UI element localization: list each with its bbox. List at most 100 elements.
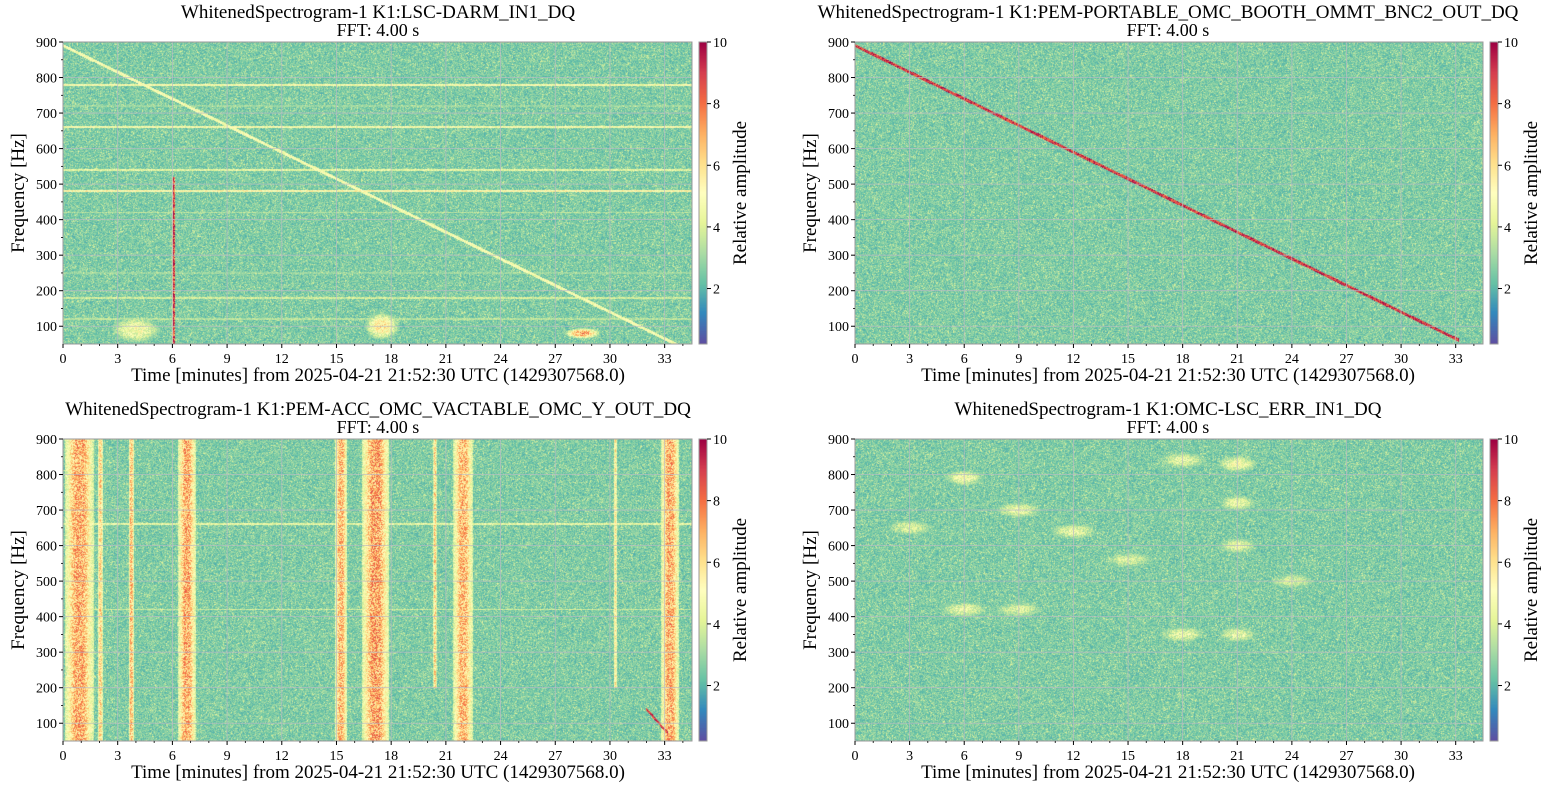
colorbar-tick-label: 8 bbox=[713, 495, 720, 510]
y-tick-label: 400 bbox=[828, 611, 849, 626]
panel-title: WhitenedSpectrogram-1 K1:LSC-DARM_IN1_DQ bbox=[181, 2, 575, 23]
x-tick-label: 9 bbox=[1015, 352, 1022, 367]
y-tick-label: 100 bbox=[36, 320, 57, 335]
x-tick-label: 12 bbox=[1066, 352, 1080, 367]
colorbar-tick-label: 10 bbox=[1504, 433, 1518, 448]
x-tick-label: 3 bbox=[114, 749, 121, 764]
colorbar-tick-label: 6 bbox=[1504, 159, 1511, 174]
colorbar-tick-label: 4 bbox=[713, 618, 720, 633]
colorbar-gradient bbox=[699, 42, 707, 344]
x-tick-label: 6 bbox=[169, 749, 176, 764]
x-tick-label: 0 bbox=[60, 749, 67, 764]
spectrogram-heatmap bbox=[63, 439, 692, 741]
colorbar-tick-label: 2 bbox=[713, 680, 720, 695]
colorbar-tick-label: 10 bbox=[713, 433, 727, 448]
x-tick-label: 30 bbox=[603, 749, 617, 764]
y-tick-label: 400 bbox=[828, 214, 849, 229]
x-tick-label: 9 bbox=[224, 352, 231, 367]
y-tick-label: 900 bbox=[828, 36, 849, 51]
x-tick-label: 21 bbox=[1230, 352, 1244, 367]
colorbar-tick-label: 6 bbox=[713, 159, 720, 174]
x-tick-label: 3 bbox=[906, 749, 913, 764]
plot-frame bbox=[854, 438, 1484, 742]
y-tick-label: 900 bbox=[36, 36, 57, 51]
panel-subtitle: FFT: 4.00 s bbox=[337, 20, 420, 40]
x-tick-label: 24 bbox=[494, 352, 508, 367]
x-tick-label: 30 bbox=[603, 352, 617, 367]
x-tick-label: 0 bbox=[852, 352, 859, 367]
y-tick-label: 700 bbox=[36, 107, 57, 122]
colorbar-frame bbox=[698, 41, 708, 345]
y-tick-label: 800 bbox=[36, 72, 57, 87]
y-tick-label: 200 bbox=[36, 285, 57, 300]
panel-subtitle: FFT: 4.00 s bbox=[1127, 417, 1210, 437]
y-tick-label: 400 bbox=[36, 214, 57, 229]
x-tick-label: 15 bbox=[1121, 749, 1135, 764]
x-tick-label: 24 bbox=[494, 749, 508, 764]
x-axis-label: Time [minutes] from 2025-04-21 21:52:30 … bbox=[131, 365, 625, 386]
y-tick-label: 300 bbox=[36, 646, 57, 661]
x-tick-label: 30 bbox=[1394, 352, 1408, 367]
x-tick-label: 3 bbox=[906, 352, 913, 367]
colorbar-gradient bbox=[1490, 42, 1498, 344]
x-axis-label: Time [minutes] from 2025-04-21 21:52:30 … bbox=[131, 762, 625, 783]
x-tick-label: 21 bbox=[1230, 749, 1244, 764]
x-tick-label: 33 bbox=[658, 749, 672, 764]
y-tick-label: 500 bbox=[828, 575, 849, 590]
colorbar-gradient bbox=[1490, 439, 1498, 741]
x-tick-label: 9 bbox=[224, 749, 231, 764]
x-axis-label: Time [minutes] from 2025-04-21 21:52:30 … bbox=[921, 365, 1415, 386]
y-tick-label: 800 bbox=[828, 72, 849, 87]
colorbar-tick-label: 10 bbox=[713, 36, 727, 51]
x-tick-label: 6 bbox=[169, 352, 176, 367]
spectrogram-panel-pem-portable: WhitenedSpectrogram-1 K1:PEM-PORTABLE_OM… bbox=[800, 2, 1542, 386]
colorbar-frame bbox=[698, 438, 708, 742]
x-tick-label: 21 bbox=[439, 749, 453, 764]
y-tick-label: 600 bbox=[828, 143, 849, 158]
y-tick-label: 700 bbox=[828, 107, 849, 122]
x-tick-label: 18 bbox=[1176, 352, 1190, 367]
plot-frame bbox=[854, 41, 1484, 345]
y-axis-label: Frequency [Hz] bbox=[800, 530, 821, 650]
y-tick-label: 400 bbox=[36, 611, 57, 626]
x-tick-label: 9 bbox=[1015, 749, 1022, 764]
panel-title: WhitenedSpectrogram-1 K1:PEM-PORTABLE_OM… bbox=[818, 2, 1519, 23]
y-tick-label: 800 bbox=[36, 469, 57, 484]
spectrogram-heatmap bbox=[855, 42, 1483, 344]
colorbar-tick-label: 6 bbox=[713, 556, 720, 571]
x-tick-label: 15 bbox=[1121, 352, 1135, 367]
x-tick-label: 3 bbox=[114, 352, 121, 367]
y-tick-label: 900 bbox=[36, 433, 57, 448]
y-tick-label: 200 bbox=[828, 682, 849, 697]
y-tick-label: 500 bbox=[36, 178, 57, 193]
spectrogram-panel-pem-acc: WhitenedSpectrogram-1 K1:PEM-ACC_OMC_VAC… bbox=[8, 399, 751, 783]
x-tick-label: 33 bbox=[1449, 749, 1463, 764]
x-tick-label: 12 bbox=[275, 352, 289, 367]
colorbar-tick-label: 6 bbox=[1504, 556, 1511, 571]
y-tick-label: 500 bbox=[828, 178, 849, 193]
colorbar-gradient bbox=[699, 439, 707, 741]
colorbar-frame bbox=[1489, 41, 1499, 345]
y-tick-label: 700 bbox=[828, 504, 849, 519]
colorbar-tick-label: 2 bbox=[713, 283, 720, 298]
x-tick-label: 27 bbox=[548, 352, 562, 367]
y-tick-label: 300 bbox=[828, 249, 849, 264]
x-tick-label: 15 bbox=[329, 352, 343, 367]
x-tick-label: 0 bbox=[852, 749, 859, 764]
colorbar-label: Relative amplitude bbox=[730, 518, 751, 662]
y-tick-label: 300 bbox=[36, 249, 57, 264]
y-tick-label: 300 bbox=[828, 646, 849, 661]
y-tick-label: 800 bbox=[828, 469, 849, 484]
panel-subtitle: FFT: 4.00 s bbox=[1127, 20, 1210, 40]
y-tick-label: 600 bbox=[36, 540, 57, 555]
x-tick-label: 30 bbox=[1394, 749, 1408, 764]
plot-frame bbox=[62, 438, 693, 742]
x-axis-label: Time [minutes] from 2025-04-21 21:52:30 … bbox=[921, 762, 1415, 783]
x-tick-label: 33 bbox=[658, 352, 672, 367]
y-axis-label: Frequency [Hz] bbox=[8, 133, 29, 253]
x-tick-label: 15 bbox=[329, 749, 343, 764]
spectrogram-heatmap bbox=[63, 42, 692, 344]
colorbar-label: Relative amplitude bbox=[1521, 518, 1542, 662]
colorbar-tick-label: 2 bbox=[1504, 283, 1511, 298]
